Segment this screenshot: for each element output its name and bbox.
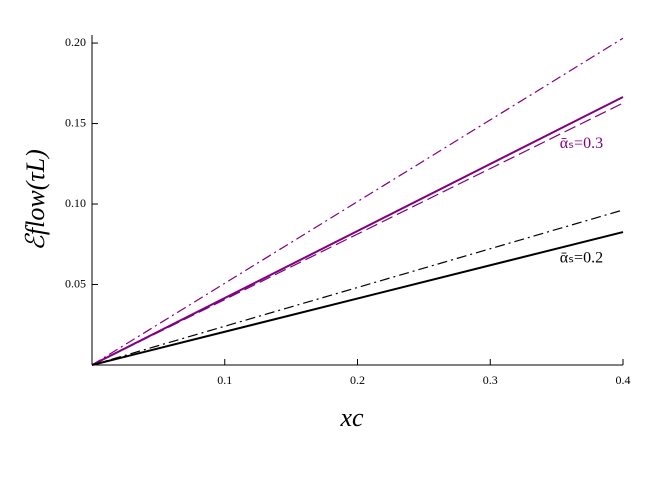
annotation: ᾱₛ=0.3 (560, 135, 603, 152)
annotation: ᾱₛ=0.2 (560, 249, 603, 266)
x-tick-label: 0.1 (217, 373, 232, 387)
y-tick-label: 0.05 (65, 276, 86, 290)
series-line (91, 96, 624, 366)
x-axis-label: xc (339, 403, 364, 432)
x-tick-label: 0.4 (616, 373, 631, 387)
series-line (91, 209, 624, 366)
y-tick-label: 0.10 (65, 196, 86, 210)
y-tick-label: 0.20 (65, 35, 86, 49)
y-axis-label: ℰflow(τL) (21, 149, 50, 251)
series-line (91, 37, 624, 366)
series-line (91, 102, 624, 366)
series-line (91, 231, 624, 366)
y-tick-label: 0.15 (65, 115, 86, 129)
x-tick-label: 0.3 (483, 373, 498, 387)
x-tick-label: 0.2 (350, 373, 365, 387)
